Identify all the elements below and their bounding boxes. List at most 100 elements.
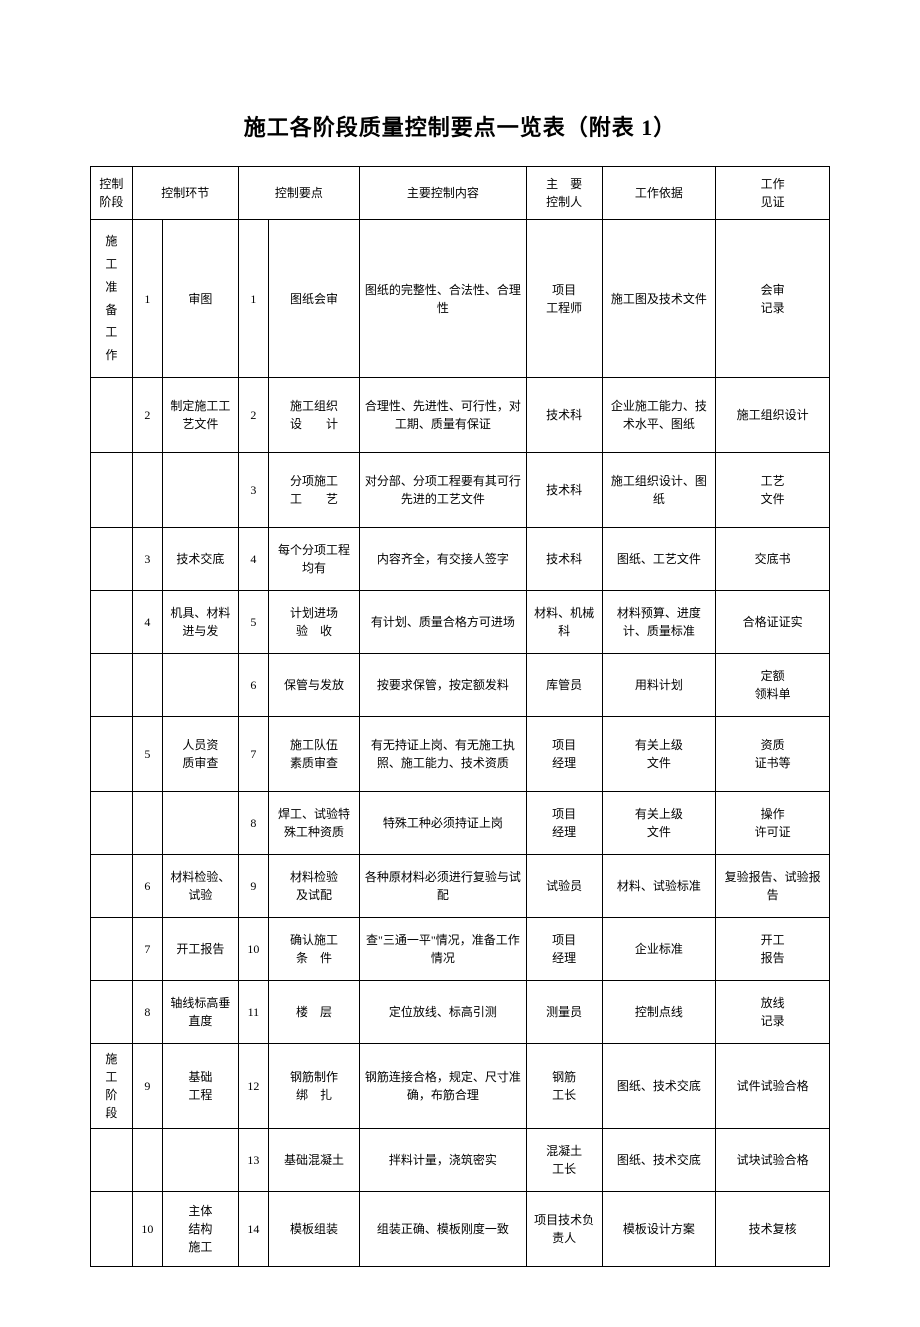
- cell: 钢筋制作绑 扎: [269, 1044, 360, 1129]
- col-basis: 工作依据: [602, 167, 716, 220]
- cell: 试验员: [526, 855, 602, 918]
- cell: 技术科: [526, 528, 602, 591]
- cell: 5: [132, 717, 162, 792]
- cell: [162, 654, 238, 717]
- cell: 图纸会审: [269, 220, 360, 378]
- cell: 合理性、先进性、可行性，对工期、质量有保证: [360, 378, 527, 453]
- cell: 机具、材料进与发: [162, 591, 238, 654]
- stage-cell: [91, 453, 133, 528]
- table-row: 5 人员资质审查 7 施工队伍素质审查 有无持证上岗、有无施工执照、施工能力、技…: [91, 717, 830, 792]
- cell: 施工组织设计、图纸: [602, 453, 716, 528]
- table-row: 施工准备工作 1 审图 1 图纸会审 图纸的完整性、合法性、合理性 项目工程师 …: [91, 220, 830, 378]
- cell: 会审记录: [716, 220, 830, 378]
- cell: 9: [132, 1044, 162, 1129]
- cell: 计划进场验 收: [269, 591, 360, 654]
- cell: 工艺文件: [716, 453, 830, 528]
- cell: 4: [238, 528, 268, 591]
- cell: 图纸的完整性、合法性、合理性: [360, 220, 527, 378]
- stage-cell: [91, 855, 133, 918]
- stage-cell: [91, 654, 133, 717]
- cell: 4: [132, 591, 162, 654]
- cell: 内容齐全，有交接人签字: [360, 528, 527, 591]
- cell: 放线记录: [716, 981, 830, 1044]
- cell: 1: [238, 220, 268, 378]
- table-header-row: 控制阶段 控制环节 控制要点 主要控制内容 主 要控制人 工作依据 工作见证: [91, 167, 830, 220]
- cell: 交底书: [716, 528, 830, 591]
- cell: 2: [132, 378, 162, 453]
- cell: 各种原材料必须进行复验与试配: [360, 855, 527, 918]
- cell: 项目工程师: [526, 220, 602, 378]
- cell: 14: [238, 1192, 268, 1267]
- table-row: 8 轴线标高垂直度 11 楼 层 定位放线、标高引测 测量员 控制点线 放线记录: [91, 981, 830, 1044]
- stage-cell: [91, 591, 133, 654]
- cell: [132, 453, 162, 528]
- cell: 材料检验及试配: [269, 855, 360, 918]
- page-title: 施工各阶段质量控制要点一览表（附表 1）: [90, 110, 830, 142]
- cell: 基础混凝土: [269, 1129, 360, 1192]
- cell: 施工图及技术文件: [602, 220, 716, 378]
- cell: 钢筋连接合格，规定、尺寸准确，布筋合理: [360, 1044, 527, 1129]
- cell: 模板设计方案: [602, 1192, 716, 1267]
- cell: 分项施工工 艺: [269, 453, 360, 528]
- cell: 3: [132, 528, 162, 591]
- cell: 9: [238, 855, 268, 918]
- cell: 有关上级文件: [602, 717, 716, 792]
- cell: 8: [238, 792, 268, 855]
- col-stage: 控制阶段: [91, 167, 133, 220]
- table-row: 6 保管与发放 按要求保管，按定额发料 库管员 用料计划 定额领料单: [91, 654, 830, 717]
- cell: 钢筋工长: [526, 1044, 602, 1129]
- stage-cell: [91, 717, 133, 792]
- stage-cell: [91, 1192, 133, 1267]
- cell: 基础工程: [162, 1044, 238, 1129]
- cell: [132, 792, 162, 855]
- cell: 6: [238, 654, 268, 717]
- cell: [132, 1129, 162, 1192]
- cell: 12: [238, 1044, 268, 1129]
- cell: 材料检验、试验: [162, 855, 238, 918]
- cell: 控制点线: [602, 981, 716, 1044]
- cell: 有计划、质量合格方可进场: [360, 591, 527, 654]
- table-row: 施工阶段 9 基础工程 12 钢筋制作绑 扎 钢筋连接合格，规定、尺寸准确，布筋…: [91, 1044, 830, 1129]
- cell: 试块试验合格: [716, 1129, 830, 1192]
- cell: 有关上级文件: [602, 792, 716, 855]
- table-row: 4 机具、材料进与发 5 计划进场验 收 有计划、质量合格方可进场 材料、机械科…: [91, 591, 830, 654]
- cell: 复验报告、试验报告: [716, 855, 830, 918]
- table-row: 6 材料检验、试验 9 材料检验及试配 各种原材料必须进行复验与试配 试验员 材…: [91, 855, 830, 918]
- cell: 开工报告: [716, 918, 830, 981]
- stage-cell-prep: 施工准备工作: [91, 220, 133, 378]
- cell: 图纸、技术交底: [602, 1044, 716, 1129]
- cell: 混凝土工长: [526, 1129, 602, 1192]
- cell: [162, 792, 238, 855]
- cell: 每个分项工程均有: [269, 528, 360, 591]
- col-point: 控制要点: [238, 167, 359, 220]
- cell: 按要求保管，按定额发料: [360, 654, 527, 717]
- cell: 企业施工能力、技术水平、图纸: [602, 378, 716, 453]
- cell: 试件试验合格: [716, 1044, 830, 1129]
- table-row: 3 分项施工工 艺 对分部、分项工程要有其可行先进的工艺文件 技术科 施工组织设…: [91, 453, 830, 528]
- table-body: 施工准备工作 1 审图 1 图纸会审 图纸的完整性、合法性、合理性 项目工程师 …: [91, 220, 830, 1267]
- col-content: 主要控制内容: [360, 167, 527, 220]
- cell: 6: [132, 855, 162, 918]
- stage-cell: [91, 981, 133, 1044]
- cell: 定额领料单: [716, 654, 830, 717]
- cell: 拌料计量，浇筑密实: [360, 1129, 527, 1192]
- cell: 8: [132, 981, 162, 1044]
- cell: 7: [132, 918, 162, 981]
- cell: 2: [238, 378, 268, 453]
- cell: 技术科: [526, 453, 602, 528]
- cell: 操作许可证: [716, 792, 830, 855]
- cell: 对分部、分项工程要有其可行先进的工艺文件: [360, 453, 527, 528]
- cell: 项目经理: [526, 792, 602, 855]
- col-evidence: 工作见证: [716, 167, 830, 220]
- col-person: 主 要控制人: [526, 167, 602, 220]
- cell: 图纸、工艺文件: [602, 528, 716, 591]
- cell: 审图: [162, 220, 238, 378]
- cell: 技术科: [526, 378, 602, 453]
- cell: 技术交底: [162, 528, 238, 591]
- cell: 用料计划: [602, 654, 716, 717]
- cell: 11: [238, 981, 268, 1044]
- cell: 制定施工工艺文件: [162, 378, 238, 453]
- cell: 焊工、试验特殊工种资质: [269, 792, 360, 855]
- cell: 13: [238, 1129, 268, 1192]
- cell: 10: [132, 1192, 162, 1267]
